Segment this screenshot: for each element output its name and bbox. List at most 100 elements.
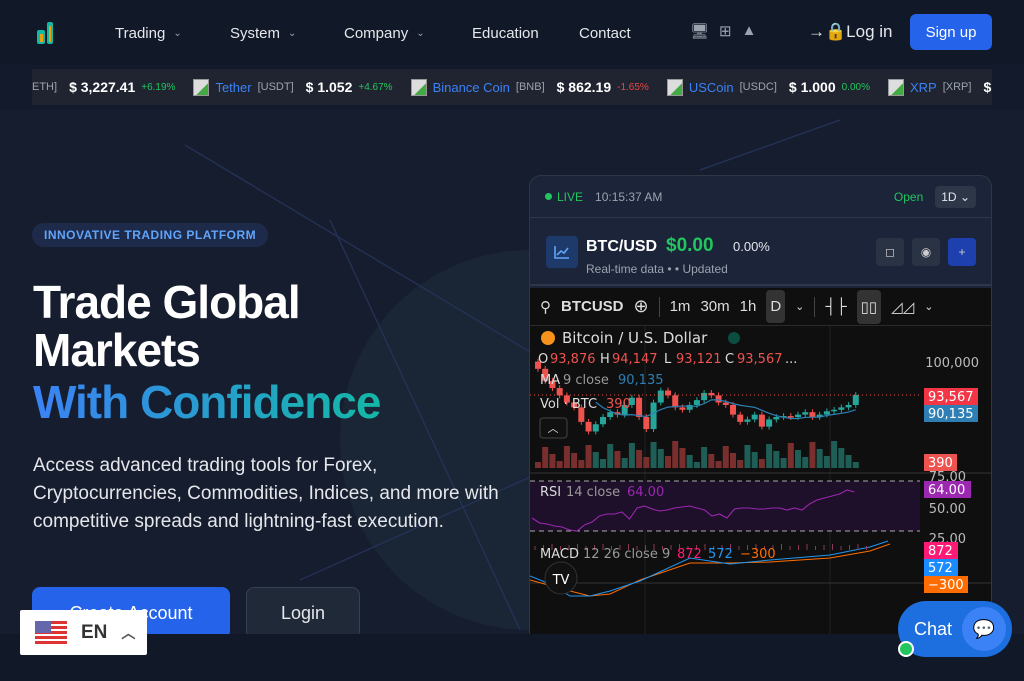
clock: 10:15:37 AM bbox=[595, 189, 663, 204]
volume-bar bbox=[578, 460, 585, 468]
volume-bar bbox=[556, 461, 563, 468]
language-selector[interactable]: EN ︿ bbox=[20, 610, 147, 655]
hero-description: Access advanced trading tools for Forex,… bbox=[33, 455, 499, 532]
signal-line bbox=[530, 543, 891, 597]
candle bbox=[693, 400, 700, 405]
coin-image-icon bbox=[410, 78, 427, 96]
login-link[interactable]: →🔒Log in bbox=[808, 22, 893, 42]
volume-bar bbox=[665, 456, 671, 468]
nav-system[interactable]: System ⌄ bbox=[230, 25, 296, 42]
ma-price-label: 90,135 bbox=[928, 407, 974, 422]
collapse-button[interactable] bbox=[539, 417, 568, 439]
interval-1h[interactable]: 1h bbox=[739, 298, 757, 315]
volume-bar bbox=[831, 441, 838, 468]
ma-label: MA bbox=[540, 373, 560, 388]
volume-bar bbox=[686, 455, 693, 468]
symbol-search[interactable]: BTCUSD bbox=[561, 298, 624, 315]
add-button[interactable]: + bbox=[948, 238, 976, 266]
candle bbox=[672, 395, 679, 408]
area-chart-icon[interactable]: ◿◿ bbox=[891, 298, 915, 316]
volume-label-tag: 390 bbox=[928, 456, 953, 471]
last-price-label: 93,567 bbox=[928, 390, 974, 405]
coin-name: Tether bbox=[215, 79, 252, 95]
volume-bar bbox=[592, 452, 599, 468]
interval-1m[interactable]: 1m bbox=[669, 298, 691, 315]
ohlc-value: 93,121 bbox=[676, 352, 722, 367]
ohlc-key: H bbox=[600, 352, 610, 367]
ticker-item[interactable]: Binance Coin [BNB] $ 862.19 -1.65% bbox=[410, 78, 659, 96]
candle bbox=[542, 368, 549, 381]
pair-price: $0.00 bbox=[666, 235, 714, 256]
search-icon[interactable]: ⚲ bbox=[540, 298, 551, 316]
volume-bar bbox=[679, 448, 686, 468]
desktop-icon[interactable]: 🖥 bbox=[690, 23, 710, 40]
coin-change: +4.67% bbox=[358, 81, 393, 93]
ticker-item[interactable]: ETH] $ 3,227.41 +6.19% bbox=[32, 79, 185, 95]
ohlc-key: L bbox=[664, 352, 672, 367]
coin-image-icon bbox=[887, 78, 904, 96]
footer-bar bbox=[0, 634, 1024, 681]
volume-bar bbox=[780, 458, 787, 468]
volume-bar bbox=[600, 459, 606, 468]
ma-price-label-bg bbox=[924, 405, 978, 422]
chart-line-icon bbox=[546, 236, 578, 268]
coin-change: -1.65% bbox=[617, 81, 649, 93]
candle bbox=[679, 407, 686, 410]
volume-bar bbox=[730, 453, 736, 468]
bitcoin-icon bbox=[541, 331, 555, 345]
volume-bar bbox=[621, 458, 628, 468]
rsi-value: 64.00 bbox=[627, 485, 664, 500]
ticker-item[interactable]: Tether [USDT] $ 1.052 +4.67% bbox=[193, 78, 402, 96]
chevron-down-icon[interactable]: ⌄ bbox=[795, 301, 805, 313]
nav-label: Education bbox=[472, 25, 539, 42]
volume-bar bbox=[657, 449, 664, 468]
volume-bar bbox=[845, 455, 852, 468]
candle bbox=[636, 397, 643, 418]
candle bbox=[737, 414, 744, 422]
interval-30m[interactable]: 30m bbox=[700, 298, 730, 315]
volume-bar bbox=[787, 443, 794, 468]
candle bbox=[787, 416, 794, 418]
interval-d[interactable]: D bbox=[766, 290, 786, 323]
nav-contact[interactable]: Contact bbox=[579, 25, 631, 42]
chart-canvas[interactable]: Bitcoin / U.S. Dollar O 93,876 H 94,147 L 93,1… bbox=[530, 326, 992, 645]
macd-signal-tag-bg bbox=[924, 559, 958, 576]
compare-add-icon[interactable]: ⊕ bbox=[633, 296, 649, 316]
coin-image-icon bbox=[666, 78, 683, 96]
chevron-down-icon: ⌄ bbox=[288, 28, 297, 39]
volume-bar bbox=[693, 462, 700, 468]
interval-select[interactable]: 1D ⌄ bbox=[935, 185, 976, 208]
stop-button[interactable]: ◻ bbox=[876, 238, 904, 266]
top-nav: Trading ⌄ System ⌄ Company ⌄ Education Cont… bbox=[0, 0, 1024, 65]
ticker-item[interactable]: USCoin [USDC] $ 1.000 0.00% bbox=[666, 78, 880, 96]
chat-button[interactable]: Chat 💬 bbox=[898, 601, 1012, 657]
candle bbox=[838, 407, 845, 410]
nav-label: Trading bbox=[115, 25, 166, 42]
bar-chart-icon[interactable]: ┤├ bbox=[825, 298, 847, 315]
volume-label: Vol · BTC bbox=[540, 397, 597, 412]
signup-button[interactable]: Sign up bbox=[910, 14, 992, 50]
target-button[interactable]: ◉ bbox=[912, 238, 940, 266]
nav-trading[interactable]: Trading ⌄ bbox=[115, 25, 182, 42]
volume-bar bbox=[571, 453, 578, 468]
chevron-down-icon: ⌄ bbox=[173, 28, 182, 39]
pair-subtitle: Real-time data • • Updated bbox=[586, 262, 728, 276]
volume-bar bbox=[607, 444, 614, 468]
ticker-item[interactable]: XRP [XRP] $ 2 bbox=[887, 78, 992, 96]
nav-education[interactable]: Education bbox=[472, 25, 539, 42]
coin-change: 0.00% bbox=[841, 81, 870, 93]
rsi-axis-label: 50.00 bbox=[929, 502, 966, 517]
rsi-band bbox=[530, 481, 920, 531]
chat-bubble-icon: 💬 bbox=[962, 607, 1006, 651]
logo-icon[interactable] bbox=[36, 20, 56, 44]
coin-symbol: [USDT] bbox=[257, 81, 294, 93]
chevron-down-icon[interactable]: ⌄ bbox=[924, 301, 934, 313]
hero-login-button[interactable]: Login bbox=[246, 587, 360, 639]
candle bbox=[766, 419, 773, 427]
chart-toolbar: ⚲ BTCUSD ⊕ 1m 30m 1h D ⌄ ┤├ ▯▯ ◿◿ ⌄ bbox=[530, 288, 991, 326]
widget-status-bar: LIVE 10:15:37 AM Open 1D ⌄ bbox=[530, 176, 991, 218]
candlestick-icon[interactable]: ▯▯ bbox=[856, 289, 882, 324]
nav-company[interactable]: Company ⌄ bbox=[344, 25, 425, 42]
android-icon[interactable]: ▲ bbox=[741, 22, 757, 39]
windows-icon[interactable]: ⊞ bbox=[719, 23, 732, 40]
